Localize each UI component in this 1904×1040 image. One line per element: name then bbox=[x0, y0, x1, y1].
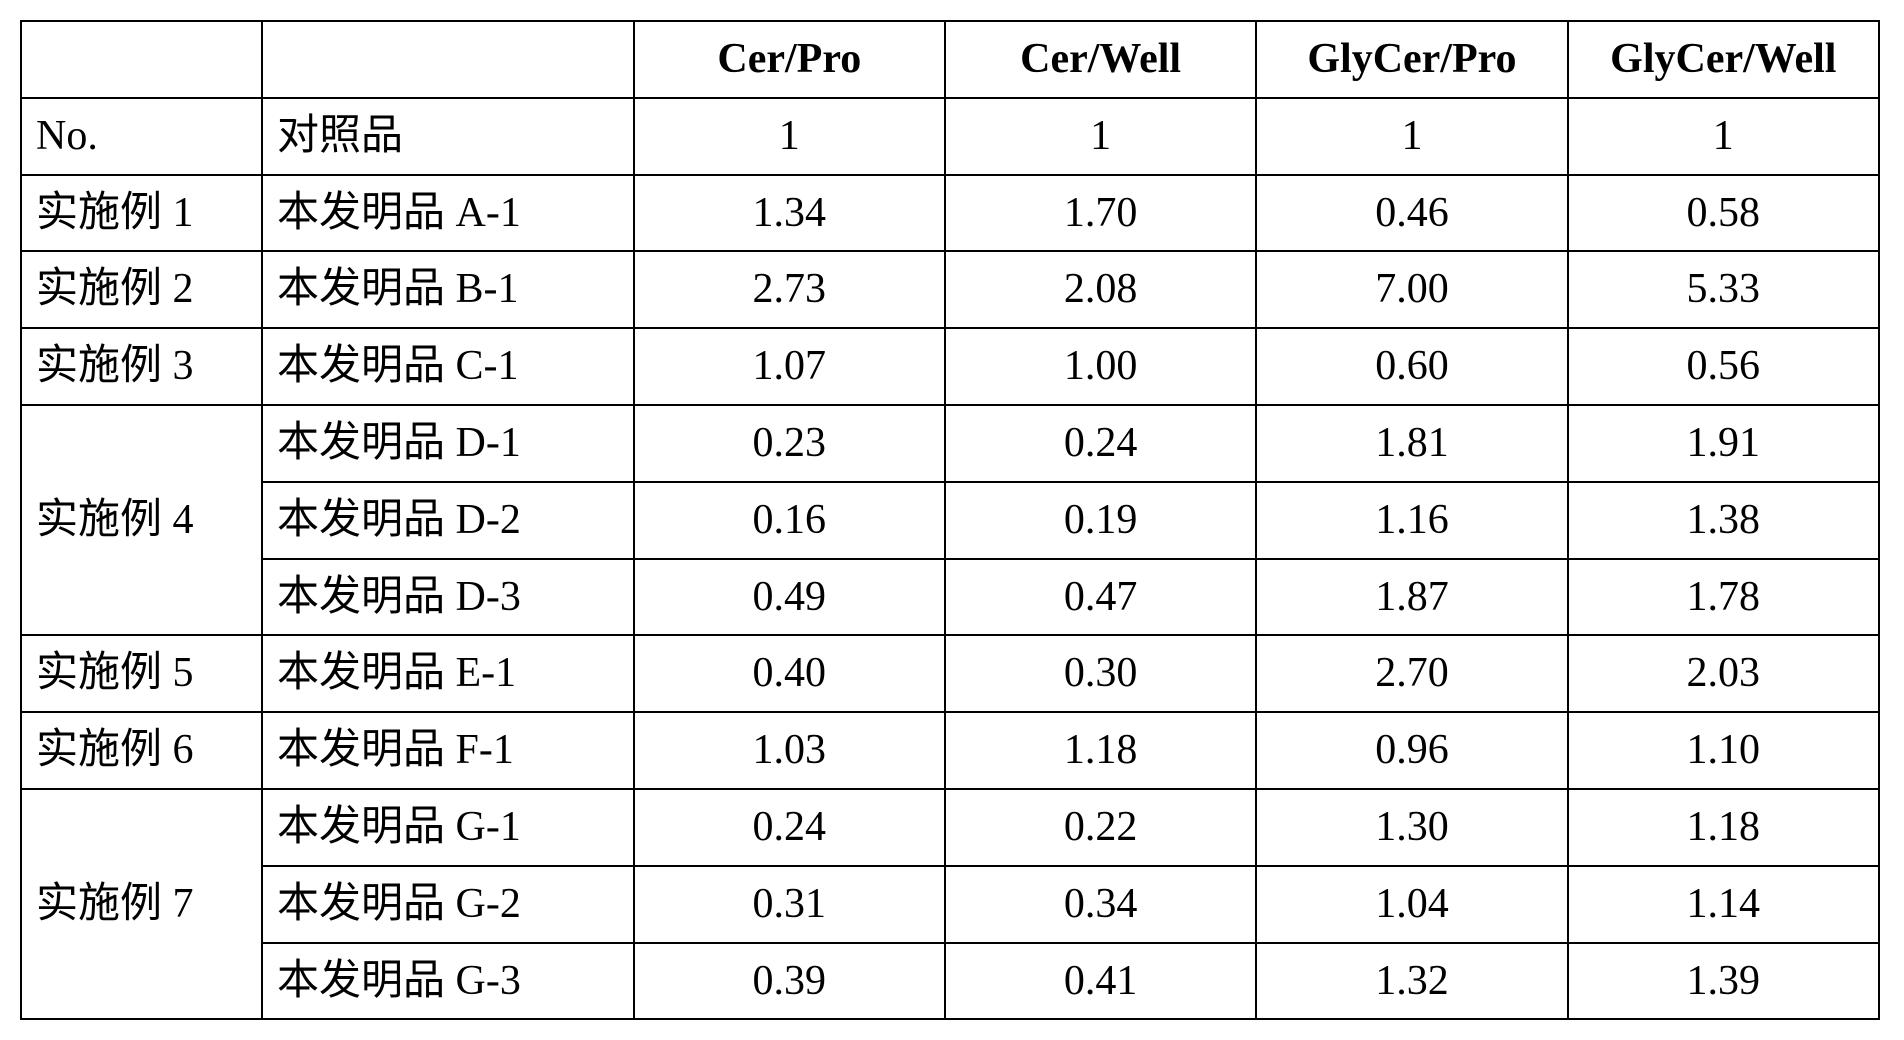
cell-value: 1.78 bbox=[1568, 559, 1879, 636]
cell-value: 0.96 bbox=[1256, 712, 1567, 789]
cell-value: 0.34 bbox=[945, 866, 1256, 943]
cell-no: No. bbox=[21, 98, 262, 175]
cell-value: 0.22 bbox=[945, 789, 1256, 866]
cell-no: 实施例 4 bbox=[21, 405, 262, 635]
cell-value: 0.31 bbox=[634, 866, 945, 943]
table-row: No. 对照品 1 1 1 1 bbox=[21, 98, 1879, 175]
table-row: 实施例 2 本发明品 B-1 2.73 2.08 7.00 5.33 bbox=[21, 251, 1879, 328]
cell-value: 5.33 bbox=[1568, 251, 1879, 328]
table-body: No. 对照品 1 1 1 1 实施例 1 本发明品 A-1 1.34 1.70… bbox=[21, 98, 1879, 1020]
cell-value: 1.18 bbox=[945, 712, 1256, 789]
cell-no: 实施例 5 bbox=[21, 635, 262, 712]
data-table: Cer/Pro Cer/Well GlyCer/Pro GlyCer/Well … bbox=[20, 20, 1880, 1020]
header-empty-2 bbox=[262, 21, 634, 98]
table-row: 本发明品 D-2 0.16 0.19 1.16 1.38 bbox=[21, 482, 1879, 559]
cell-value: 1.32 bbox=[1256, 943, 1567, 1020]
cell-value: 1.00 bbox=[945, 328, 1256, 405]
cell-name: 对照品 bbox=[262, 98, 634, 175]
cell-value: 0.46 bbox=[1256, 175, 1567, 252]
cell-no: 实施例 3 bbox=[21, 328, 262, 405]
cell-value: 1.14 bbox=[1568, 866, 1879, 943]
table-row: 实施例 4 本发明品 D-1 0.23 0.24 1.81 1.91 bbox=[21, 405, 1879, 482]
cell-name: 本发明品 G-2 bbox=[262, 866, 634, 943]
cell-value: 0.56 bbox=[1568, 328, 1879, 405]
table-row: 实施例 1 本发明品 A-1 1.34 1.70 0.46 0.58 bbox=[21, 175, 1879, 252]
cell-no: 实施例 1 bbox=[21, 175, 262, 252]
cell-value: 1.70 bbox=[945, 175, 1256, 252]
table-row: 本发明品 G-2 0.31 0.34 1.04 1.14 bbox=[21, 866, 1879, 943]
cell-name: 本发明品 D-2 bbox=[262, 482, 634, 559]
cell-value: 1 bbox=[1256, 98, 1567, 175]
cell-value: 2.03 bbox=[1568, 635, 1879, 712]
cell-value: 1.39 bbox=[1568, 943, 1879, 1020]
cell-value: 1.03 bbox=[634, 712, 945, 789]
cell-value: 1.34 bbox=[634, 175, 945, 252]
cell-value: 1.18 bbox=[1568, 789, 1879, 866]
cell-value: 1 bbox=[1568, 98, 1879, 175]
cell-value: 1.30 bbox=[1256, 789, 1567, 866]
cell-value: 2.70 bbox=[1256, 635, 1567, 712]
cell-name: 本发明品 B-1 bbox=[262, 251, 634, 328]
cell-value: 0.60 bbox=[1256, 328, 1567, 405]
header-row: Cer/Pro Cer/Well GlyCer/Pro GlyCer/Well bbox=[21, 21, 1879, 98]
cell-name: 本发明品 E-1 bbox=[262, 635, 634, 712]
cell-value: 1 bbox=[945, 98, 1256, 175]
table-row: 实施例 6 本发明品 F-1 1.03 1.18 0.96 1.10 bbox=[21, 712, 1879, 789]
header-empty-1 bbox=[21, 21, 262, 98]
cell-value: 0.39 bbox=[634, 943, 945, 1020]
cell-value: 2.73 bbox=[634, 251, 945, 328]
cell-name: 本发明品 C-1 bbox=[262, 328, 634, 405]
cell-value: 0.23 bbox=[634, 405, 945, 482]
cell-value: 0.58 bbox=[1568, 175, 1879, 252]
cell-name: 本发明品 G-1 bbox=[262, 789, 634, 866]
cell-value: 0.19 bbox=[945, 482, 1256, 559]
cell-value: 1 bbox=[634, 98, 945, 175]
cell-value: 0.41 bbox=[945, 943, 1256, 1020]
table-row: 实施例 3 本发明品 C-1 1.07 1.00 0.60 0.56 bbox=[21, 328, 1879, 405]
table-row: 实施例 7 本发明品 G-1 0.24 0.22 1.30 1.18 bbox=[21, 789, 1879, 866]
cell-no: 实施例 7 bbox=[21, 789, 262, 1019]
header-glycer-well: GlyCer/Well bbox=[1568, 21, 1879, 98]
cell-value: 2.08 bbox=[945, 251, 1256, 328]
cell-name: 本发明品 A-1 bbox=[262, 175, 634, 252]
header-cer-pro: Cer/Pro bbox=[634, 21, 945, 98]
cell-no: 实施例 6 bbox=[21, 712, 262, 789]
cell-value: 0.47 bbox=[945, 559, 1256, 636]
cell-value: 1.87 bbox=[1256, 559, 1567, 636]
cell-value: 1.91 bbox=[1568, 405, 1879, 482]
table-row: 本发明品 D-3 0.49 0.47 1.87 1.78 bbox=[21, 559, 1879, 636]
cell-name: 本发明品 F-1 bbox=[262, 712, 634, 789]
header-glycer-pro: GlyCer/Pro bbox=[1256, 21, 1567, 98]
cell-value: 1.81 bbox=[1256, 405, 1567, 482]
cell-name: 本发明品 D-3 bbox=[262, 559, 634, 636]
cell-value: 0.49 bbox=[634, 559, 945, 636]
cell-value: 0.30 bbox=[945, 635, 1256, 712]
cell-value: 1.07 bbox=[634, 328, 945, 405]
table-row: 实施例 5 本发明品 E-1 0.40 0.30 2.70 2.03 bbox=[21, 635, 1879, 712]
cell-no: 实施例 2 bbox=[21, 251, 262, 328]
cell-value: 1.04 bbox=[1256, 866, 1567, 943]
cell-value: 0.40 bbox=[634, 635, 945, 712]
cell-name: 本发明品 D-1 bbox=[262, 405, 634, 482]
cell-value: 0.24 bbox=[945, 405, 1256, 482]
cell-value: 1.10 bbox=[1568, 712, 1879, 789]
cell-value: 7.00 bbox=[1256, 251, 1567, 328]
table-row: 本发明品 G-3 0.39 0.41 1.32 1.39 bbox=[21, 943, 1879, 1020]
cell-value: 1.38 bbox=[1568, 482, 1879, 559]
cell-value: 1.16 bbox=[1256, 482, 1567, 559]
cell-value: 0.16 bbox=[634, 482, 945, 559]
cell-name: 本发明品 G-3 bbox=[262, 943, 634, 1020]
cell-value: 0.24 bbox=[634, 789, 945, 866]
header-cer-well: Cer/Well bbox=[945, 21, 1256, 98]
